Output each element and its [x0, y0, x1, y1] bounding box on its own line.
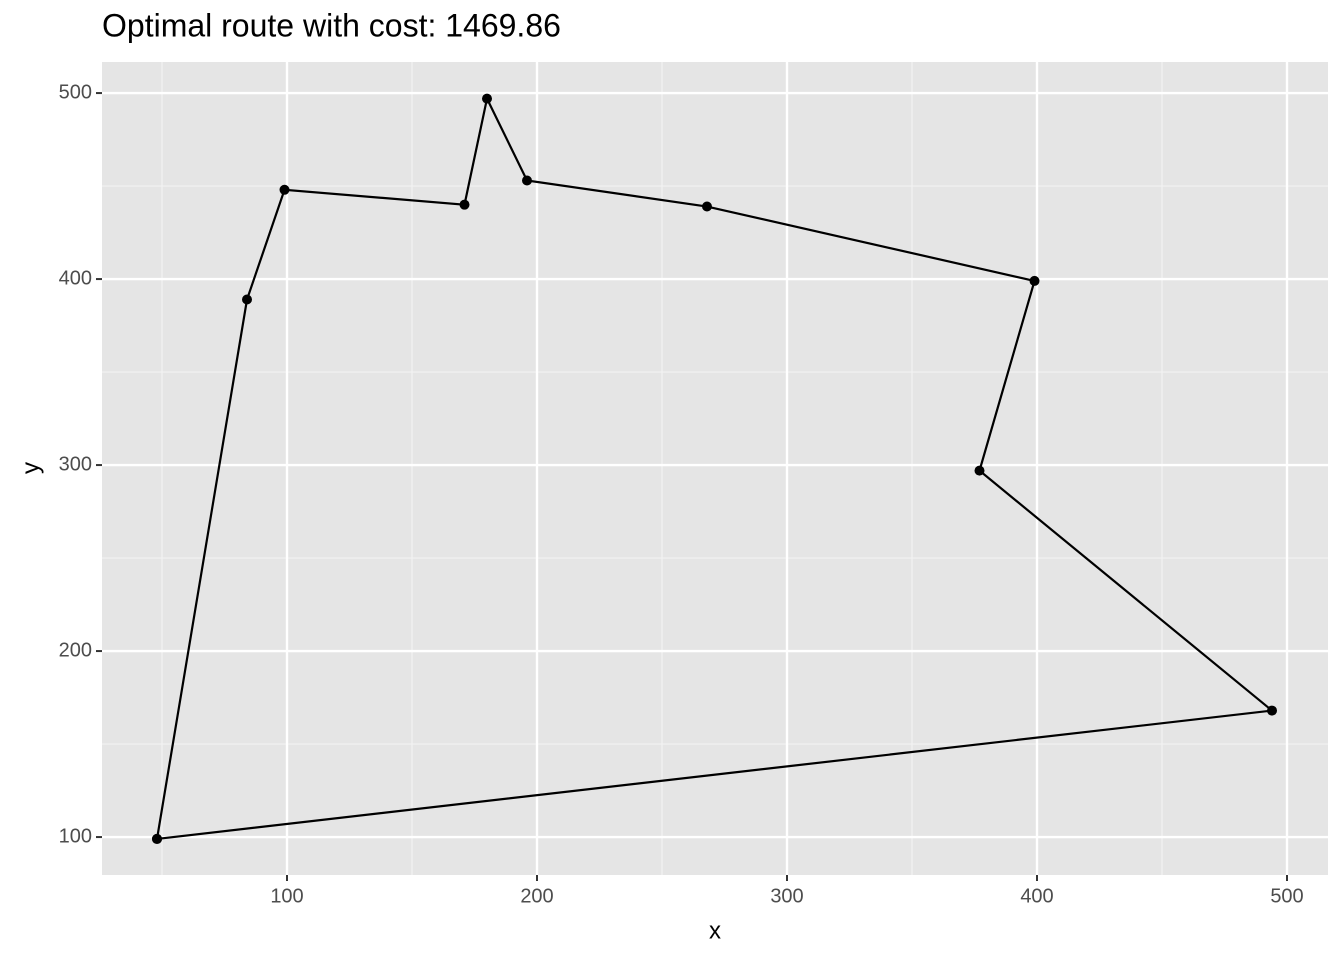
- x-tick-label: 500: [1270, 885, 1303, 907]
- x-tick-label: 200: [520, 885, 553, 907]
- plot-panel: [102, 62, 1328, 875]
- y-tick-label: 500: [59, 81, 92, 103]
- route-point: [242, 294, 252, 305]
- route-point: [482, 93, 492, 104]
- route-point: [1267, 705, 1277, 716]
- x-tick-label: 400: [1020, 885, 1053, 907]
- y-tick-label: 300: [59, 453, 92, 475]
- route-point: [152, 833, 162, 844]
- route-point: [702, 201, 712, 212]
- x-tick-label: 300: [770, 885, 803, 907]
- y-tick-label: 100: [59, 825, 92, 847]
- route-point: [522, 175, 532, 186]
- chart-title: Optimal route with cost: 1469.86: [102, 7, 561, 43]
- route-point: [459, 199, 470, 210]
- y-tick-label: 400: [59, 267, 92, 289]
- route-point: [279, 184, 290, 195]
- x-tick-label: 100: [270, 885, 303, 907]
- route-point: [1029, 275, 1040, 286]
- y-tick-label: 200: [59, 639, 92, 661]
- x-axis-label: x: [709, 917, 721, 944]
- y-axis-label: y: [17, 462, 44, 474]
- route-point: [974, 465, 985, 476]
